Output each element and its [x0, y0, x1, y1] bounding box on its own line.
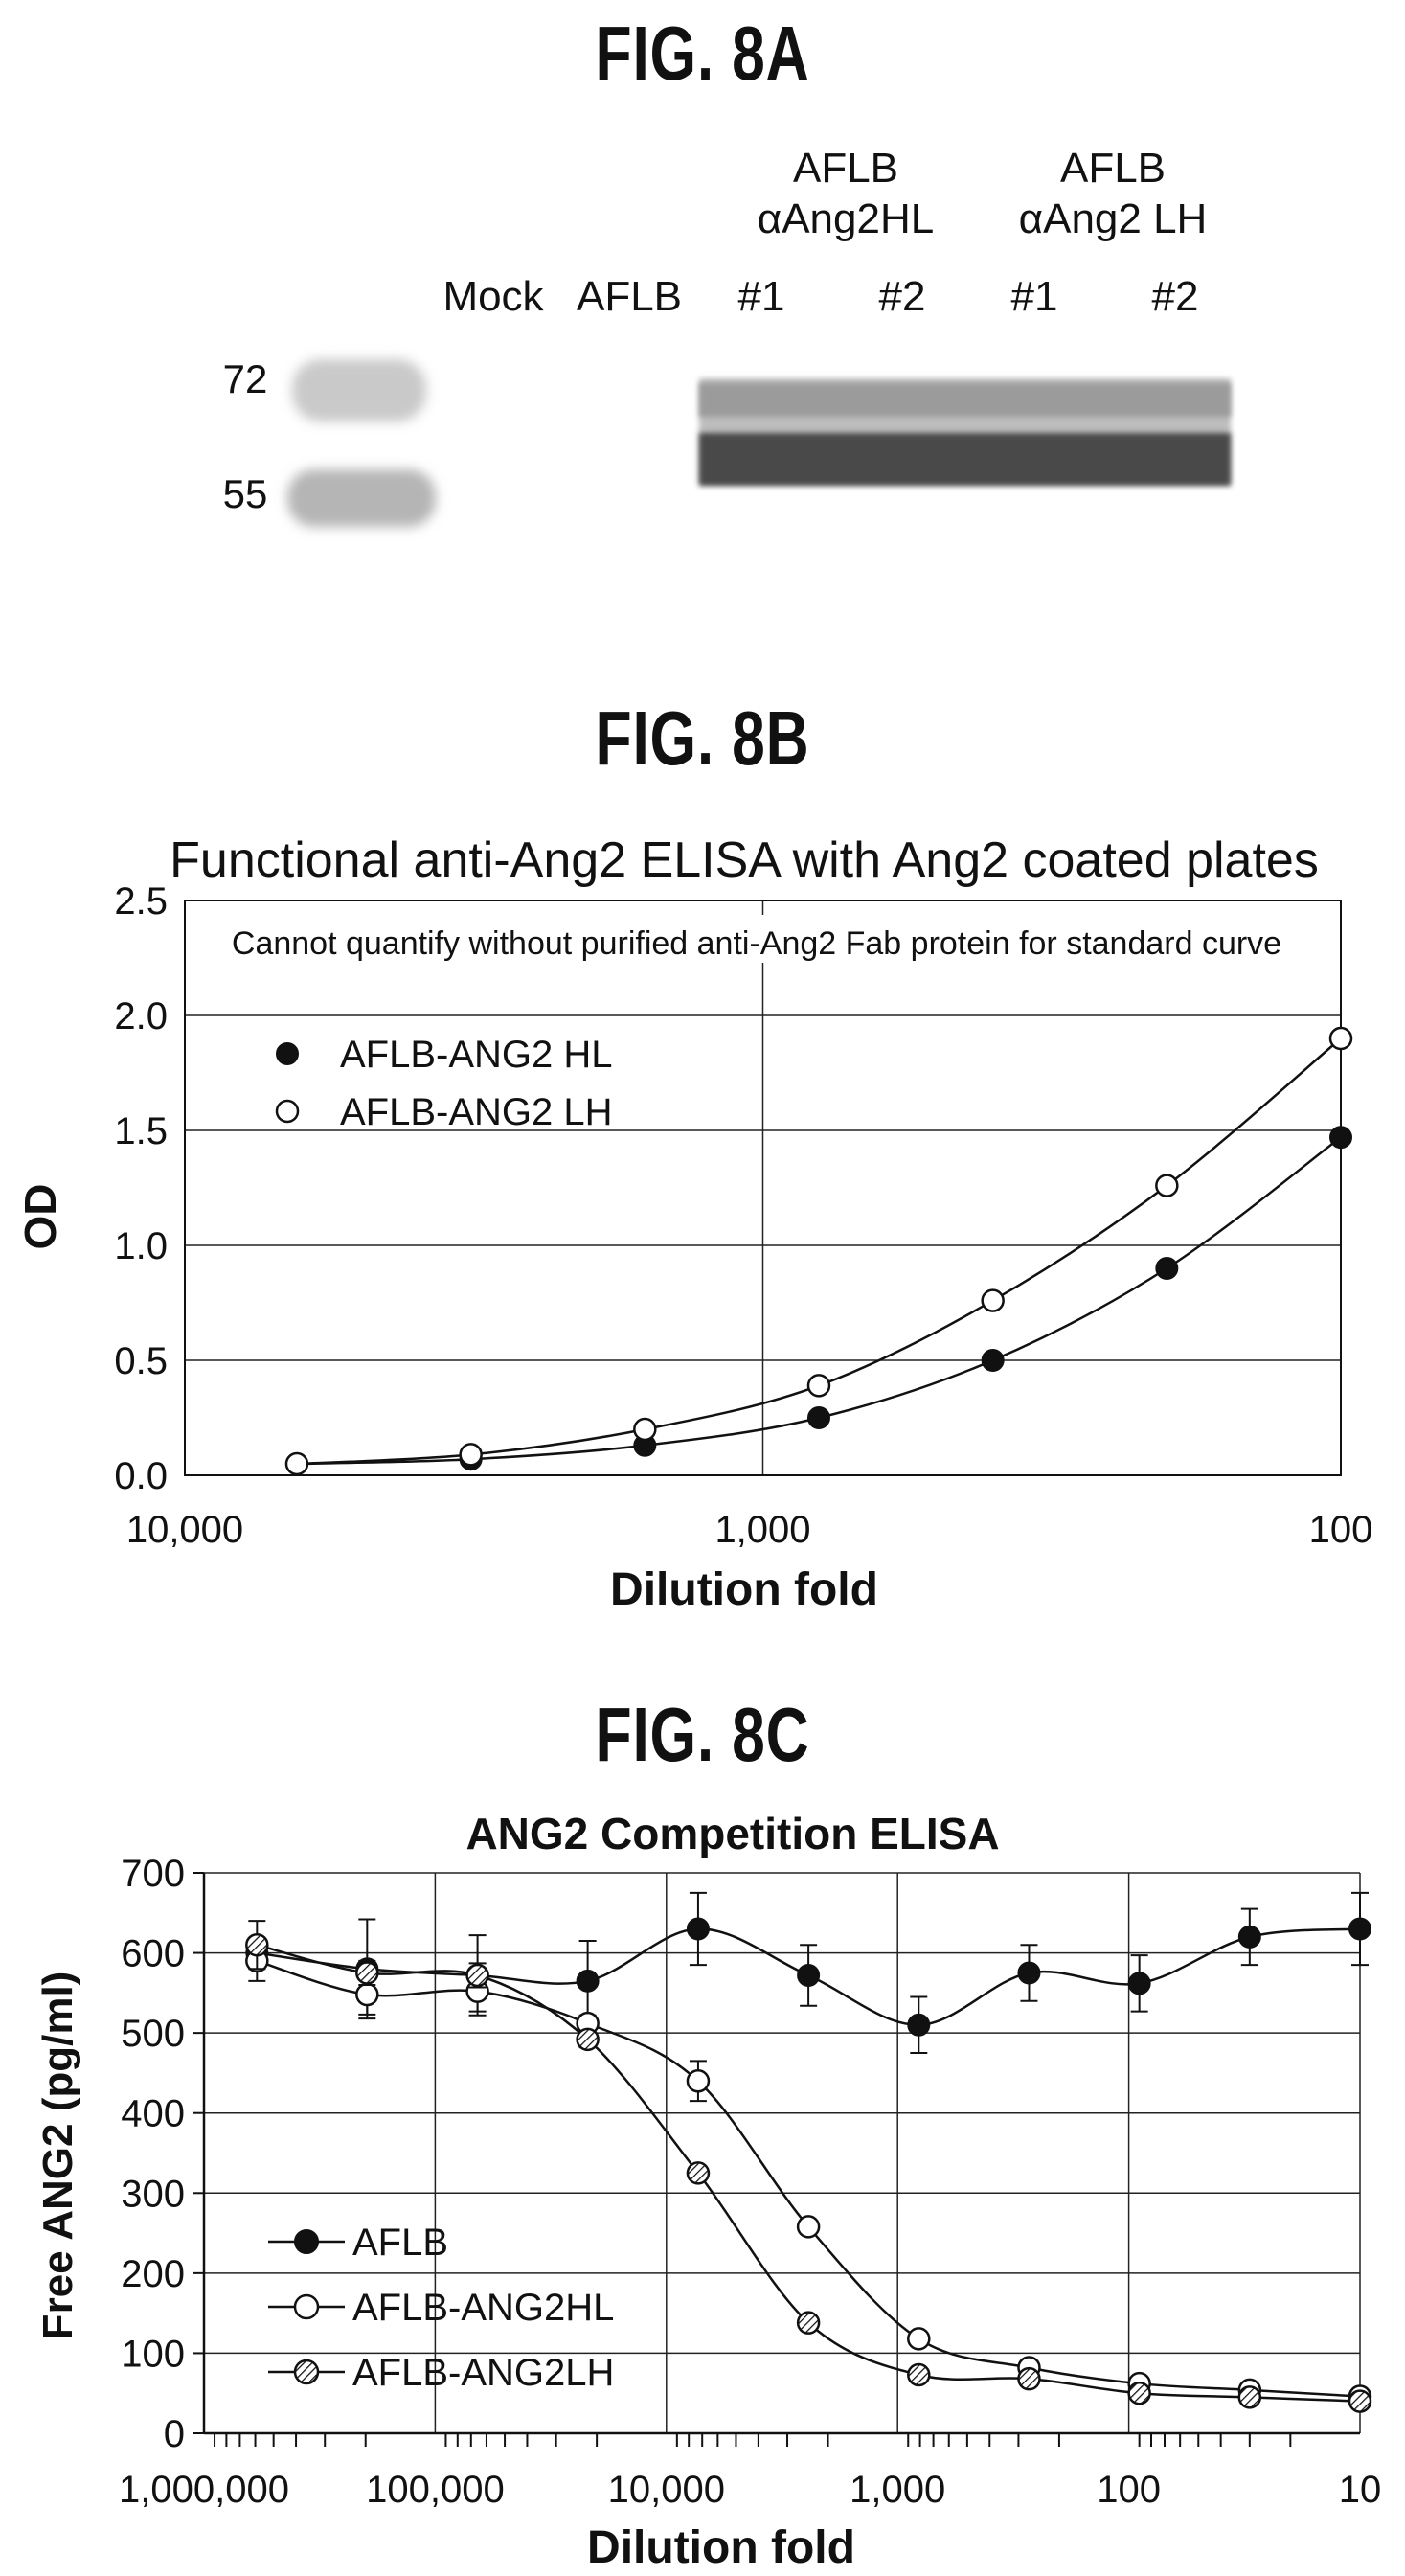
- data-point: [355, 1961, 379, 1985]
- y-tick-label: 0: [164, 2413, 185, 2455]
- x-tick-label: 1,000: [714, 1509, 810, 1551]
- legend-marker: [276, 1042, 299, 1065]
- data-point: [686, 2069, 711, 2093]
- data-point: [1155, 1174, 1179, 1197]
- ladder-band-55: [287, 469, 436, 527]
- lane-label-lh-1: #1: [1011, 273, 1058, 320]
- y-tick-label: 600: [121, 1933, 185, 1975]
- data-point: [1328, 1026, 1353, 1051]
- data-point: [465, 1963, 489, 1988]
- lane-label-hl-2: #2: [879, 273, 926, 320]
- y-tick-label: 0.0: [114, 1455, 168, 1497]
- marker-label-72: 72: [223, 356, 268, 401]
- legend-marker: [293, 2359, 320, 2385]
- fig8c-title: FIG. 8C: [595, 1692, 810, 1777]
- band-upper: [699, 383, 1231, 417]
- data-point: [1329, 1126, 1352, 1150]
- data-point: [907, 2013, 931, 2037]
- legend-label: AFLB-ANG2 LH: [340, 1091, 613, 1133]
- fig8b-chart-title: Functional anti-Ang2 ELISA with Ang2 coa…: [170, 832, 1319, 888]
- x-tick-label: 10,000: [608, 2469, 725, 2511]
- legend-label: AFLB-ANG2 HL: [340, 1034, 613, 1076]
- y-tick-label: 0.5: [114, 1340, 168, 1382]
- lane-label-aflb: AFLB: [577, 273, 682, 320]
- y-tick-label: 100: [121, 2333, 185, 2375]
- data-point: [797, 1963, 821, 1987]
- x-tick-label: 100: [1097, 2469, 1161, 2511]
- data-point: [284, 1451, 309, 1476]
- y-axis-label: OD: [15, 1184, 65, 1250]
- data-point: [796, 2311, 821, 2335]
- group2-label-line1: AFLB: [1060, 145, 1166, 192]
- legend-marker: [275, 1099, 300, 1124]
- data-point: [981, 1288, 1005, 1312]
- fig8b-title: FIG. 8B: [595, 695, 810, 781]
- plot-frame: [184, 900, 1342, 1476]
- western-blot-panel: AFLB αAng2HL AFLB αAng2 LH Mock AFLB #1 …: [223, 145, 1231, 527]
- marker-label-55: 55: [223, 471, 268, 516]
- group2-label-line2: αAng2 LH: [1019, 195, 1208, 242]
- annotation-bg: [192, 915, 1326, 963]
- data-point: [686, 2161, 711, 2185]
- x-tick-label: 10: [1339, 2469, 1382, 2511]
- y-tick-label: 1.5: [114, 1110, 168, 1152]
- y-axis-label: Free ANG2 (pg/ml): [34, 1972, 81, 2340]
- annotation-text: Cannot quantify without purified anti-An…: [232, 925, 1281, 962]
- data-point: [1127, 1972, 1151, 1995]
- x-tick-label: 1,000: [850, 2469, 945, 2511]
- data-point: [806, 1374, 831, 1398]
- x-tick-label: 100,000: [366, 2469, 505, 2511]
- x-tick-label: 100: [1309, 1509, 1373, 1551]
- data-point: [981, 1349, 1005, 1372]
- lane-label-hl-1: #1: [738, 273, 785, 320]
- fig8c-chart-title: ANG2 Competition ELISA: [465, 1809, 999, 1858]
- y-tick-label: 500: [121, 2013, 185, 2055]
- data-point: [1017, 2366, 1041, 2391]
- legend-marker: [293, 2293, 320, 2320]
- x-axis-label: Dilution fold: [587, 2522, 855, 2573]
- fig8a-title: FIG. 8A: [595, 11, 810, 96]
- data-point: [459, 1443, 483, 1467]
- band-55kda: [699, 433, 1231, 486]
- y-tick-label: 700: [121, 1853, 185, 1895]
- data-point: [796, 2215, 821, 2239]
- data-point: [686, 1917, 710, 1941]
- x-tick-label: 1,000,000: [119, 2469, 289, 2511]
- data-point: [576, 1969, 600, 1993]
- ladder-band-72: [292, 359, 426, 422]
- data-point: [1348, 2389, 1372, 2413]
- legend-label: AFLB-ANG2HL: [352, 2287, 614, 2329]
- data-point: [806, 1406, 830, 1429]
- data-point: [1155, 1257, 1179, 1280]
- y-tick-label: 200: [121, 2253, 185, 2295]
- y-tick-label: 1.0: [114, 1225, 168, 1267]
- group1-label-line2: αAng2HL: [758, 195, 934, 242]
- lane-label-lh-2: #2: [1152, 273, 1199, 320]
- data-point: [907, 2327, 931, 2351]
- x-tick-label: 10,000: [126, 1509, 243, 1551]
- data-point: [907, 2362, 931, 2387]
- legend-label: AFLB-ANG2LH: [352, 2352, 614, 2394]
- series-line: [257, 1943, 1361, 2403]
- fig8b-chart: Functional anti-Ang2 ELISA with Ang2 coa…: [15, 832, 1373, 1615]
- data-point: [576, 2027, 600, 2052]
- y-tick-label: 300: [121, 2173, 185, 2215]
- y-tick-label: 2.5: [114, 880, 168, 923]
- y-tick-label: 2.0: [114, 995, 168, 1037]
- y-tick-label: 400: [121, 2093, 185, 2135]
- data-point: [245, 1932, 269, 1957]
- data-point: [1348, 1917, 1371, 1941]
- data-point: [1017, 1961, 1041, 1985]
- group1-label-line1: AFLB: [793, 145, 898, 192]
- data-point: [1237, 1925, 1261, 1949]
- legend-label: AFLB: [352, 2222, 448, 2264]
- data-point: [633, 1417, 657, 1442]
- data-point: [1237, 2385, 1262, 2409]
- lane-label-mock: Mock: [442, 273, 544, 320]
- legend-marker: [294, 2229, 319, 2254]
- data-point: [1127, 2381, 1151, 2405]
- x-axis-label: Dilution fold: [610, 1564, 878, 1615]
- data-point: [355, 1982, 379, 2007]
